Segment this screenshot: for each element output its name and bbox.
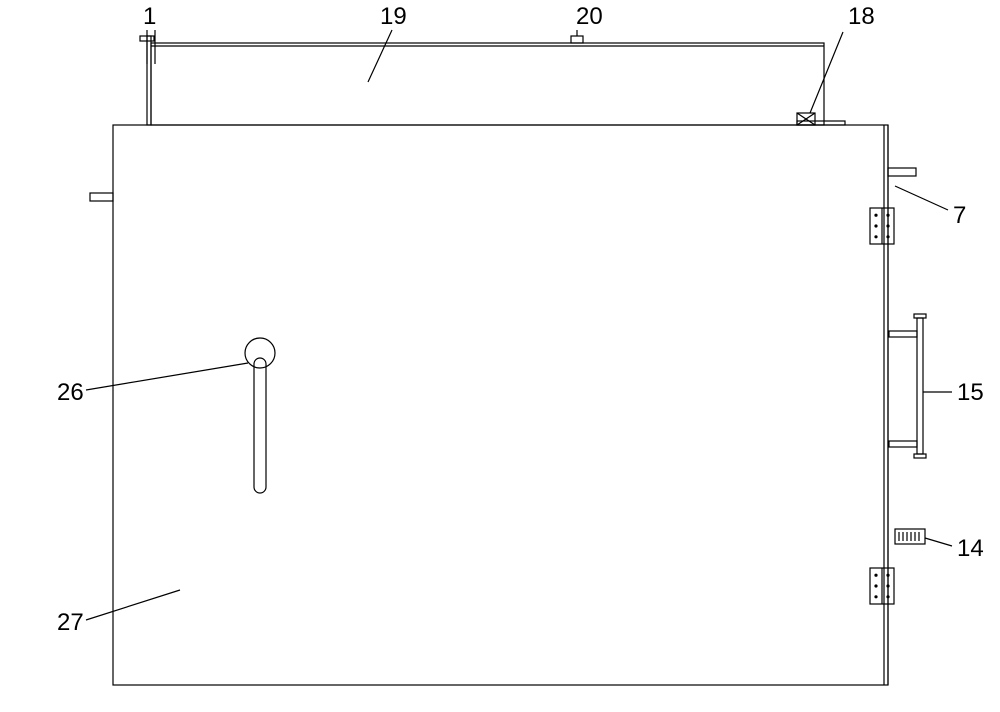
label-20: 20 [576, 3, 603, 30]
label-27: 27 [57, 609, 84, 636]
annotation-layer: 1 19 20 18 7 15 14 26 27 [57, 3, 984, 636]
label-15: 15 [957, 379, 984, 406]
gauge [245, 338, 275, 493]
label-7: 7 [953, 202, 966, 229]
drawing-layer [90, 36, 926, 685]
top-latch [797, 113, 845, 125]
hinge-2 [870, 568, 894, 604]
door-catch [895, 529, 925, 544]
right-pin [888, 168, 916, 176]
top-notch [571, 36, 583, 43]
left-pin [90, 193, 113, 201]
hinge-1 [870, 208, 894, 244]
label-14: 14 [957, 535, 984, 562]
label-19: 19 [380, 3, 407, 30]
main-body [113, 125, 888, 685]
door-handle [889, 314, 926, 458]
label-26: 26 [57, 379, 84, 406]
top-lid [151, 43, 824, 125]
label-1: 1 [143, 3, 156, 30]
label-18: 18 [848, 3, 875, 30]
